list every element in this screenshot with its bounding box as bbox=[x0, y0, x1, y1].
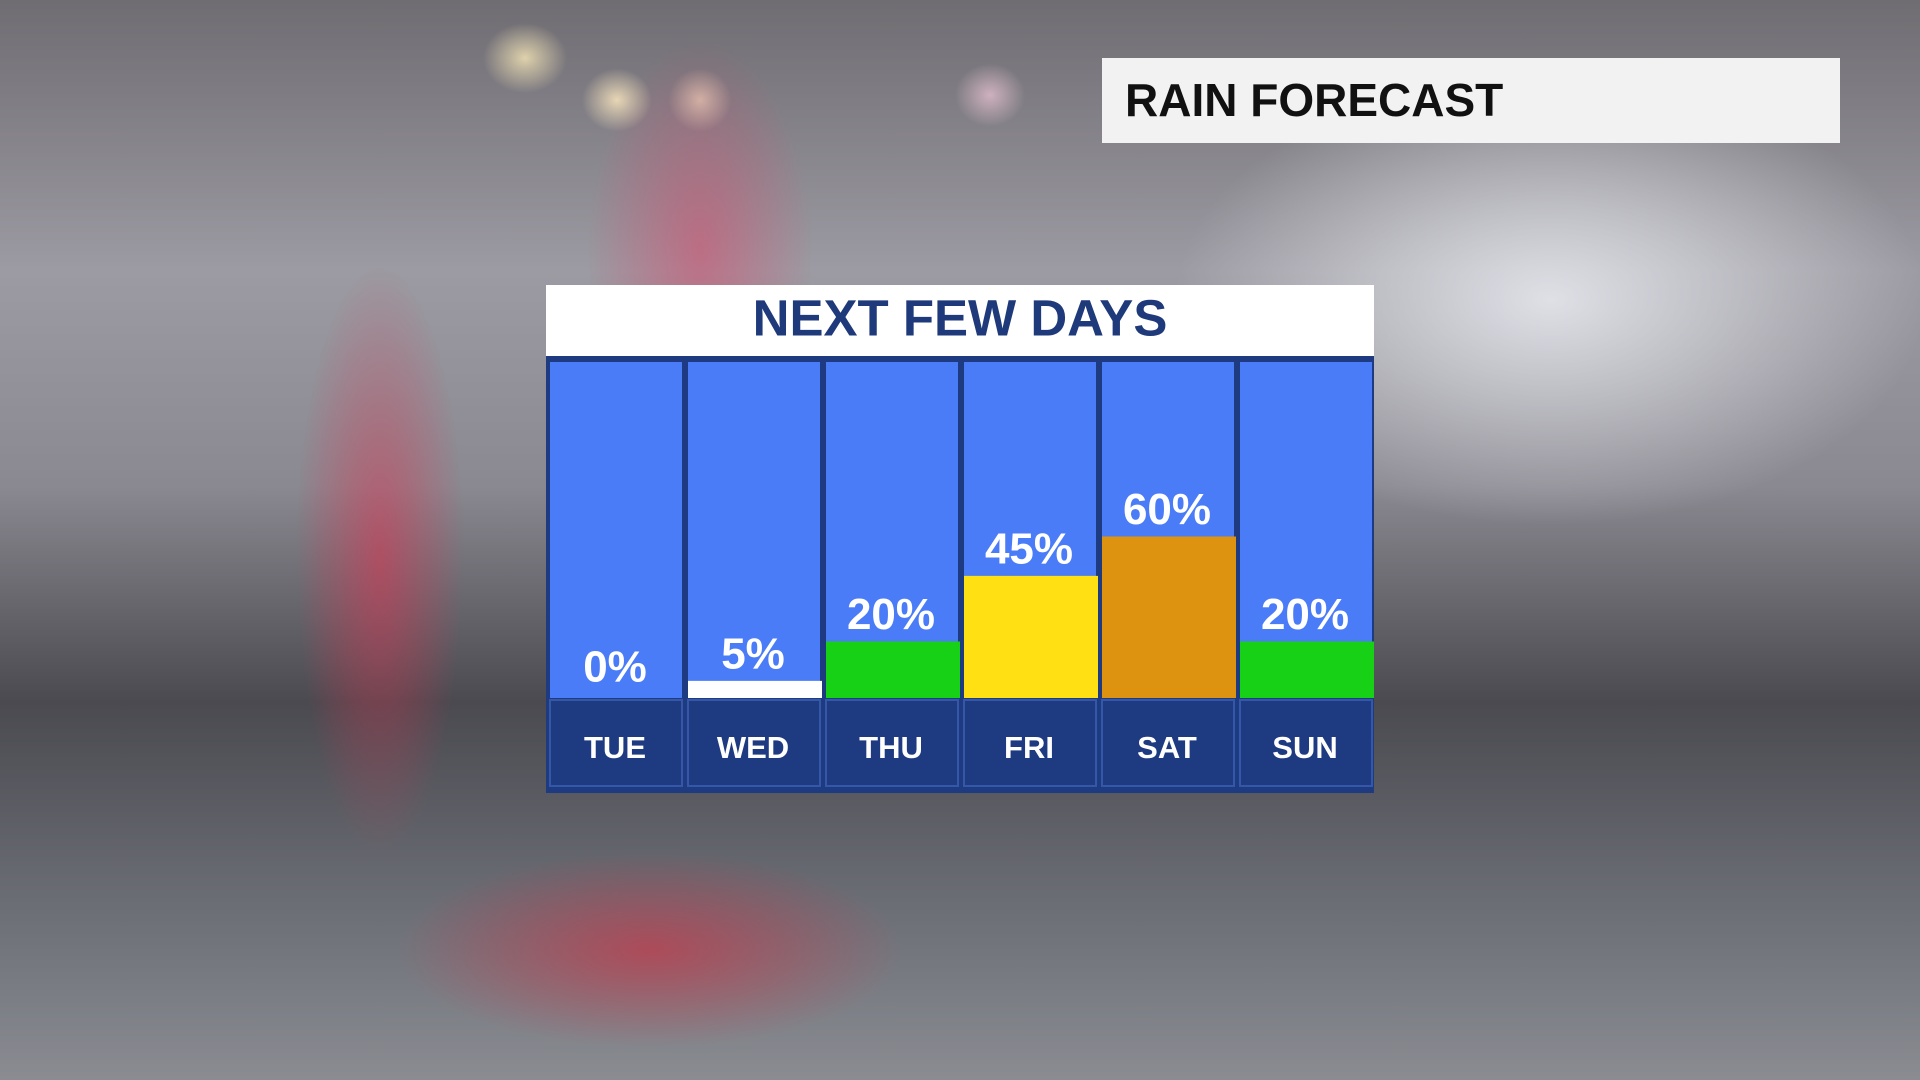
day-band bbox=[963, 699, 1097, 787]
value-label: 60% bbox=[1123, 485, 1211, 534]
day-band bbox=[825, 699, 959, 787]
x-tick-label: TUE bbox=[584, 730, 646, 765]
x-tick-label: FRI bbox=[1004, 730, 1054, 765]
column bbox=[688, 362, 820, 698]
bar bbox=[826, 641, 960, 698]
x-tick-label: THU bbox=[859, 730, 923, 765]
title-strip bbox=[546, 285, 1374, 356]
x-tick-label: SAT bbox=[1137, 730, 1197, 765]
bar bbox=[1102, 536, 1236, 698]
header-title: RAIN FORECAST bbox=[1102, 58, 1840, 143]
bar bbox=[688, 680, 822, 698]
column bbox=[550, 362, 682, 698]
day-band bbox=[549, 699, 683, 787]
day-band bbox=[687, 699, 821, 787]
day-band bbox=[1239, 699, 1373, 787]
x-tick-label: SUN bbox=[1272, 730, 1337, 765]
value-label: 0% bbox=[583, 643, 647, 692]
bar bbox=[1240, 641, 1374, 698]
chart-title: NEXT FEW DAYS bbox=[753, 289, 1168, 346]
bar bbox=[964, 575, 1098, 698]
value-label: 45% bbox=[985, 525, 1073, 574]
day-band bbox=[1101, 699, 1235, 787]
value-label: 20% bbox=[1261, 590, 1349, 639]
value-label: 5% bbox=[721, 630, 785, 679]
x-tick-label: WED bbox=[717, 730, 789, 765]
value-label: 20% bbox=[847, 590, 935, 639]
